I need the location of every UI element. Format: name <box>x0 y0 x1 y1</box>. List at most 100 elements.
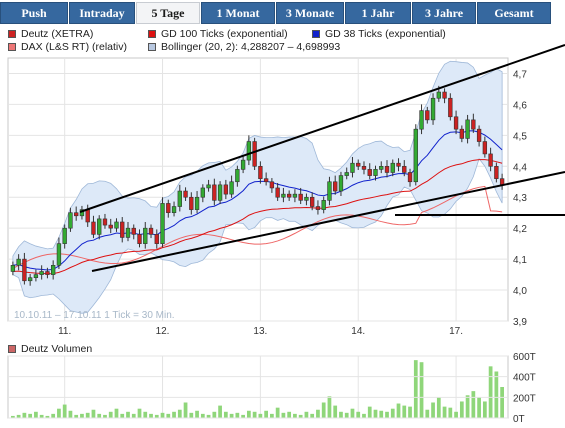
volume-bar <box>362 413 366 418</box>
x-tick-label: 14. <box>351 326 365 337</box>
tab-push[interactable]: Push <box>0 2 68 24</box>
volume-bar <box>431 402 435 418</box>
candle-body <box>373 169 378 176</box>
volume-bar <box>51 413 56 418</box>
candle-body <box>379 165 384 170</box>
volume-bar <box>189 412 194 418</box>
candle-body <box>39 271 44 275</box>
volume-bar <box>229 413 234 418</box>
legend-swatch <box>148 30 156 38</box>
volume-tick-label: 200T <box>513 393 536 404</box>
volume-bar <box>68 410 73 418</box>
candle-body <box>327 181 332 201</box>
candle-body <box>229 181 234 195</box>
candle-body <box>74 212 79 217</box>
volume-bar <box>195 410 199 418</box>
volume-bar <box>425 409 430 418</box>
chart-legend: Deutz (XETRA) GD 100 Ticks (exponential)… <box>0 28 565 54</box>
candle-body <box>465 119 470 139</box>
trend-lines <box>79 44 565 272</box>
candle-body <box>166 203 171 214</box>
candle-body <box>350 162 355 173</box>
candle-body <box>356 162 361 167</box>
candle-body <box>396 162 401 167</box>
volume-bar <box>356 411 361 418</box>
volume-bar <box>442 406 447 418</box>
candle-body <box>407 172 413 183</box>
legend-swatch <box>8 43 16 51</box>
volume-bar <box>482 401 487 418</box>
legend-item-deutz: Deutz (XETRA) <box>8 28 93 40</box>
legend-label: Deutz (XETRA) <box>21 28 94 40</box>
volume-bar <box>402 405 407 418</box>
candle-body <box>50 265 56 275</box>
candle-body <box>217 184 223 201</box>
candle-body <box>200 187 205 198</box>
candle-body <box>108 224 113 229</box>
volume-bar <box>22 412 27 418</box>
volume-axis-labels: 600T 400T 200T 0T <box>8 352 536 425</box>
volume-bar <box>183 402 188 418</box>
volume-bar <box>494 371 499 418</box>
bollinger-band <box>12 60 503 314</box>
candle-body <box>27 277 33 282</box>
y-tick-label: 4,7 <box>513 69 527 80</box>
volume-bar <box>344 412 349 418</box>
candle-body <box>269 181 275 189</box>
tab-3-jahre[interactable]: 3 Jahre <box>412 2 476 24</box>
candle-body <box>212 184 217 201</box>
volume-bar <box>223 411 228 418</box>
candle-body <box>275 187 280 198</box>
gd38-line <box>12 130 503 271</box>
volume-bar <box>28 413 33 418</box>
chart-watermark: 10.10.11 – 17.10.11 1 Tick = 30 Min. <box>14 310 175 321</box>
candle-body <box>22 258 27 282</box>
tab-5-tage[interactable]: 5 Tage <box>136 2 200 24</box>
tab-gesamt[interactable]: Gesamt <box>477 2 551 24</box>
legend-swatch <box>148 43 156 51</box>
volume-bar <box>131 413 136 418</box>
tab-3-monate[interactable]: 3 Monate <box>276 2 344 24</box>
y-tick-label: 4,5 <box>513 131 527 142</box>
volume-bar <box>85 412 90 418</box>
candle-body <box>33 274 39 278</box>
volume-bar <box>408 406 412 418</box>
volume-bar <box>16 414 21 418</box>
candle-body <box>10 265 16 272</box>
tab-1-jahr[interactable]: 1 Jahr <box>345 2 411 24</box>
candle-body <box>194 196 200 210</box>
volume-tick-label: 400T <box>513 373 536 384</box>
volume-bar <box>287 411 292 418</box>
gd100-line <box>12 159 503 275</box>
candle-body <box>91 221 96 235</box>
volume-bar <box>333 405 338 418</box>
volume-bar <box>246 410 251 418</box>
candle-body <box>183 190 188 198</box>
candle-body <box>494 165 499 179</box>
candle-body <box>154 234 159 244</box>
volume-bar <box>11 415 15 418</box>
tab-1-monat[interactable]: 1 Monat <box>201 2 275 24</box>
x-tick-label: 17. <box>449 326 463 337</box>
volume-bar <box>206 414 211 418</box>
candle-body <box>189 196 194 210</box>
volume-bar <box>258 413 263 418</box>
volume-bar <box>436 397 441 418</box>
y-tick-label: 4,3 <box>513 193 527 204</box>
volume-bar <box>120 413 125 418</box>
volume-bar <box>154 414 159 418</box>
tab-intraday[interactable]: Intraday <box>69 2 135 24</box>
candle-body <box>413 128 418 183</box>
volume-bar <box>459 401 464 418</box>
volume-bar <box>390 408 395 418</box>
volume-bar <box>339 411 343 418</box>
candle-body <box>448 97 453 118</box>
candle-body <box>344 172 349 176</box>
volume-gridlines <box>64 356 457 418</box>
y-tick-label: 4,2 <box>513 224 527 235</box>
candle-body <box>79 209 85 217</box>
volume-bar <box>293 413 297 418</box>
candle-body <box>436 91 441 99</box>
candle-body <box>321 200 326 210</box>
volume-bar <box>310 413 315 418</box>
